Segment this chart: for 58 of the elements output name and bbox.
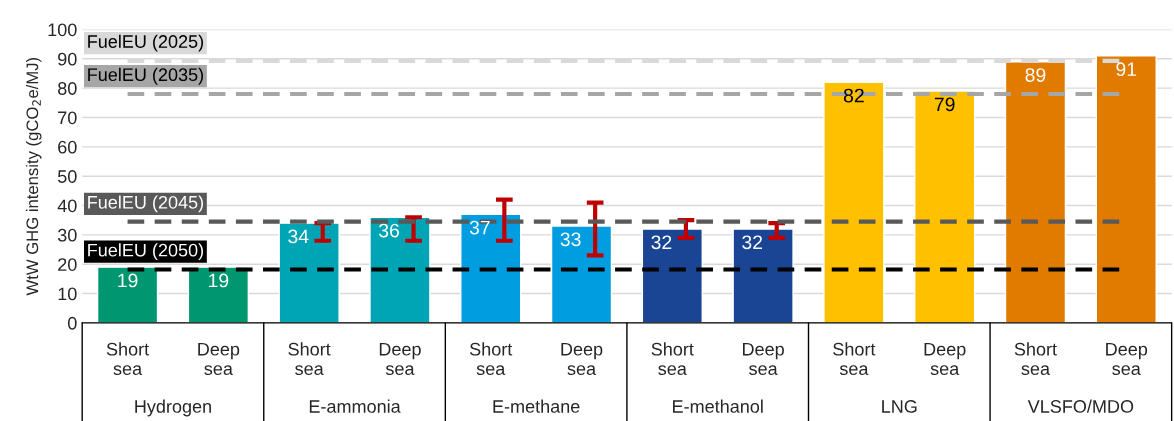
- bar: [1095, 55, 1157, 323]
- y-tick-label: 80: [58, 82, 77, 95]
- data-label: 19: [118, 273, 138, 288]
- data-label: 91: [1116, 62, 1137, 77]
- data-label: 37: [469, 220, 490, 235]
- y-tick-label: 30: [57, 228, 77, 242]
- x-tick-label: Short sea: [833, 342, 876, 376]
- data-label: 36: [378, 223, 400, 238]
- bar: [1004, 61, 1067, 323]
- y-tick-label: 40: [57, 199, 77, 213]
- ref-line-label: FuelEU (2045): [88, 195, 204, 213]
- y-tick-label: 100: [48, 23, 77, 37]
- x-tick-label: Deep sea: [561, 343, 603, 376]
- data-label: 19: [209, 273, 229, 288]
- data-label: 34: [288, 229, 309, 244]
- x-tick-label: Deep sea: [743, 343, 784, 376]
- x-tick-label: Deep sea: [198, 343, 240, 376]
- text: E-ammonia: [309, 399, 401, 413]
- data-label: 79: [934, 97, 955, 112]
- x-tick-label: Short sea: [1014, 342, 1057, 376]
- x-tick-label: Short sea: [651, 342, 694, 376]
- bar: [187, 266, 250, 323]
- x-tick-label: Short sea: [469, 342, 513, 376]
- text: LNG: [882, 400, 917, 413]
- bar: [460, 213, 522, 323]
- y-tick-label: 20: [58, 258, 77, 271]
- bar: [550, 225, 613, 323]
- bar: [369, 216, 431, 323]
- data-label: 89: [1025, 68, 1046, 82]
- text: E-methane: [493, 399, 580, 413]
- y-tick-label: 60: [58, 140, 77, 154]
- data-label: 32: [742, 235, 763, 250]
- bar: [278, 222, 340, 323]
- text: E-methanol: [673, 399, 763, 413]
- bar: [823, 81, 885, 323]
- data-label: 32: [651, 235, 672, 250]
- bar: [96, 266, 159, 323]
- x-tick-label: Deep sea: [924, 343, 966, 376]
- bar: [641, 228, 703, 323]
- x-tick-label: Short sea: [288, 342, 331, 376]
- ref-line-label: FuelEU (2025): [88, 34, 204, 52]
- y-tick-label: 70: [58, 111, 77, 125]
- y-tick-label: 50: [57, 170, 77, 183]
- ref-line-label: FuelEU (2035): [88, 67, 204, 85]
- y-tick-label: 0: [67, 316, 77, 330]
- y-tick-label: 10: [58, 287, 77, 301]
- x-tick-label: Deep sea: [1106, 343, 1148, 376]
- bar: [732, 228, 794, 323]
- text: Hydrogen: [135, 399, 211, 417]
- y-axis-title: WtW GHG intensity (gCO$_{2}$e/MJ): [25, 57, 42, 296]
- ref-line-label: FuelEU (2050): [88, 243, 204, 261]
- data-label: 33: [560, 232, 581, 247]
- data-label: 82: [843, 88, 864, 103]
- y-tick-label: 90: [58, 52, 77, 66]
- text: VLSFO/MDO: [1027, 399, 1134, 413]
- x-tick-label: Short sea: [106, 342, 150, 376]
- x-tick-label: Deep sea: [379, 343, 421, 376]
- bar: [914, 90, 976, 323]
